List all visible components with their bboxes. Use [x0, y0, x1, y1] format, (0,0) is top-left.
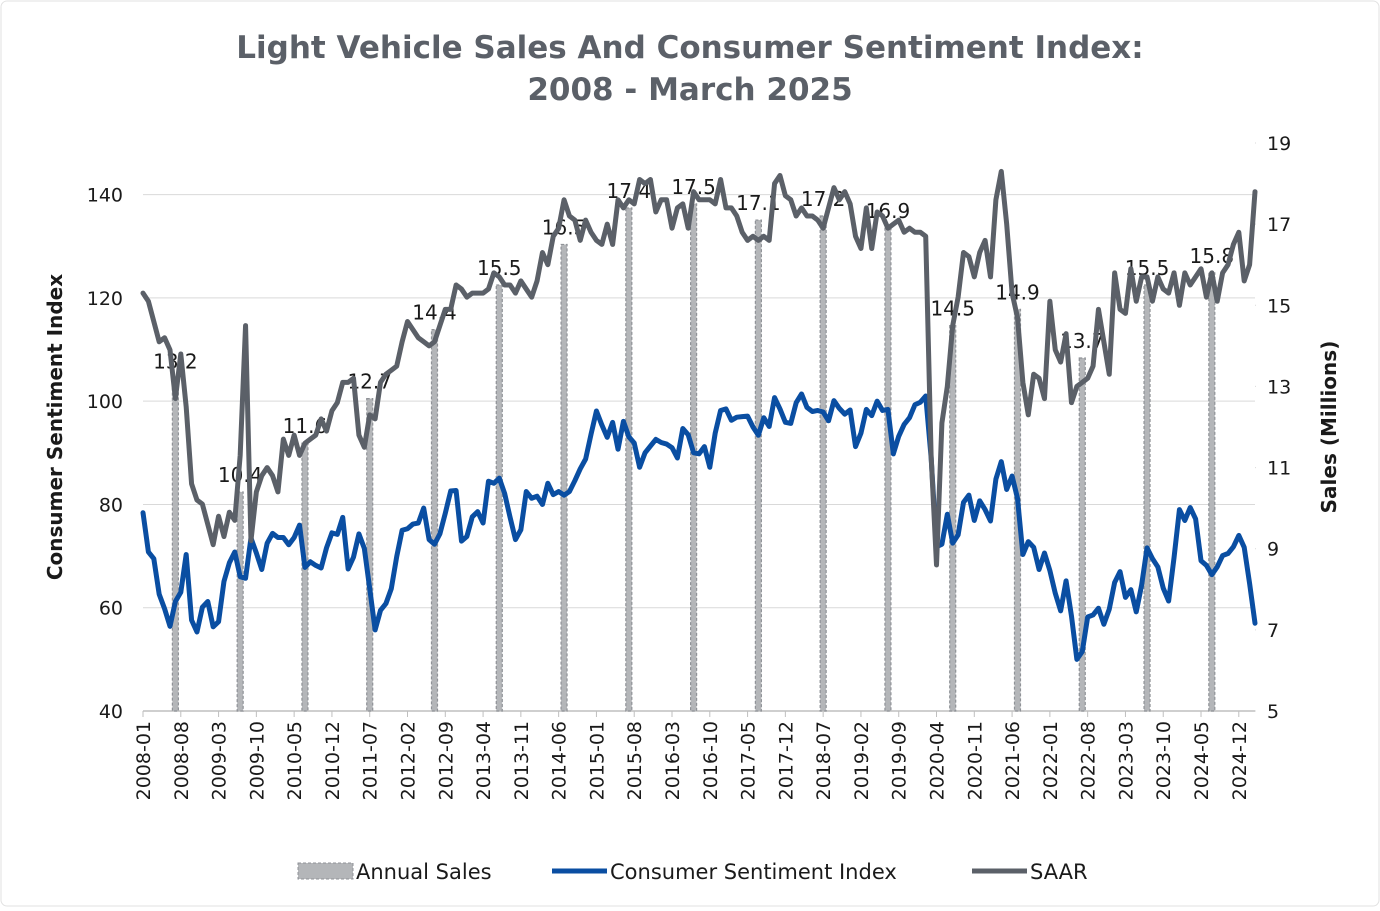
bar: [430, 329, 439, 712]
data-label: 14.9: [995, 280, 1040, 304]
y-tick-label: 100: [87, 391, 123, 413]
bar: [1078, 357, 1086, 712]
x-tick-label: 2019-09: [889, 721, 911, 800]
data-label: 16.9: [866, 199, 911, 223]
bar: [301, 442, 309, 712]
y2-tick-label: 11: [1267, 458, 1291, 480]
bar: [819, 215, 827, 712]
x-tick-label: 2018-07: [813, 721, 835, 800]
legend-label: Annual Sales: [356, 860, 492, 884]
x-tick-label: 2021-06: [1002, 721, 1024, 800]
x-tick-label: 2010-12: [322, 721, 344, 800]
x-tick-label: 2009-03: [209, 721, 231, 800]
line-series: [140, 168, 1258, 568]
x-tick-label: 2008-08: [171, 721, 193, 800]
x-tick-label: 2017-05: [738, 721, 760, 800]
bar: [1208, 272, 1216, 712]
bar: [754, 219, 762, 712]
y2-axis-label: Sales (Millions): [1317, 341, 1341, 514]
x-tick-label: 2023-10: [1153, 721, 1175, 800]
bar: [690, 203, 698, 712]
x-tick-label: 2013-11: [511, 721, 533, 800]
bar: [949, 324, 957, 712]
y2-tick-label: 19: [1267, 133, 1291, 155]
x-tick-label: 2009-10: [246, 721, 268, 800]
data-label: 13.2: [153, 349, 198, 373]
x-tick-label: 2011-07: [360, 721, 382, 800]
x-tick-label: 2012-02: [398, 721, 420, 800]
chart-title: 2008 - March 2025: [527, 72, 852, 108]
y2-tick-label: 17: [1267, 214, 1291, 236]
x-tick-label: 2010-05: [284, 721, 306, 800]
bar: [884, 227, 892, 712]
x-tick-label: 2014-06: [549, 721, 571, 800]
y-tick-label: 40: [99, 701, 123, 723]
y2-tick-label: 15: [1267, 295, 1291, 317]
bar: [560, 243, 568, 712]
bar: [236, 491, 244, 712]
x-tick-label: 2022-08: [1078, 721, 1100, 800]
x-tick-label: 2015-08: [624, 721, 646, 800]
x-tick-label: 2024-12: [1229, 721, 1251, 800]
y-axis-label: Consumer Sentiment Index: [43, 274, 67, 580]
x-tick-label: 2016-03: [662, 721, 684, 800]
x-tick-label: 2019-02: [851, 721, 873, 800]
x-tick-label: 2013-04: [473, 721, 495, 800]
x-tick-label: 2017-12: [775, 721, 797, 800]
chart-title: Light Vehicle Sales And Consumer Sentime…: [236, 30, 1143, 66]
bar: [495, 284, 503, 712]
x-tick-label: 2008-01: [133, 721, 155, 800]
bar: [171, 377, 179, 712]
y2-tick-label: 5: [1267, 701, 1279, 723]
x-tick-label: 2023-03: [1115, 721, 1137, 800]
x-tick-label: 2016-10: [700, 721, 722, 800]
y-tick-label: 140: [87, 185, 123, 207]
bar: [625, 207, 633, 712]
x-tick-label: 2020-04: [927, 721, 949, 800]
legend-label: SAAR: [1030, 860, 1088, 884]
x-tick-label: 2012-09: [435, 721, 457, 800]
x-tick-label: 2020-11: [964, 721, 986, 800]
x-tick-label: 2024-05: [1191, 721, 1213, 800]
y-tick-label: 60: [99, 598, 123, 620]
y2-tick-label: 9: [1267, 539, 1279, 561]
x-tick-label: 2015-01: [586, 721, 608, 800]
legend-label: Consumer Sentiment Index: [610, 860, 897, 884]
line-series: [140, 391, 1258, 662]
bar: [1143, 284, 1151, 712]
y2-tick-label: 7: [1267, 620, 1279, 642]
x-tick-label: 2022-01: [1040, 721, 1062, 800]
y-tick-label: 80: [99, 494, 123, 516]
y2-tick-label: 13: [1267, 376, 1291, 398]
y-tick-label: 120: [87, 288, 123, 310]
legend-swatch: [297, 862, 354, 880]
